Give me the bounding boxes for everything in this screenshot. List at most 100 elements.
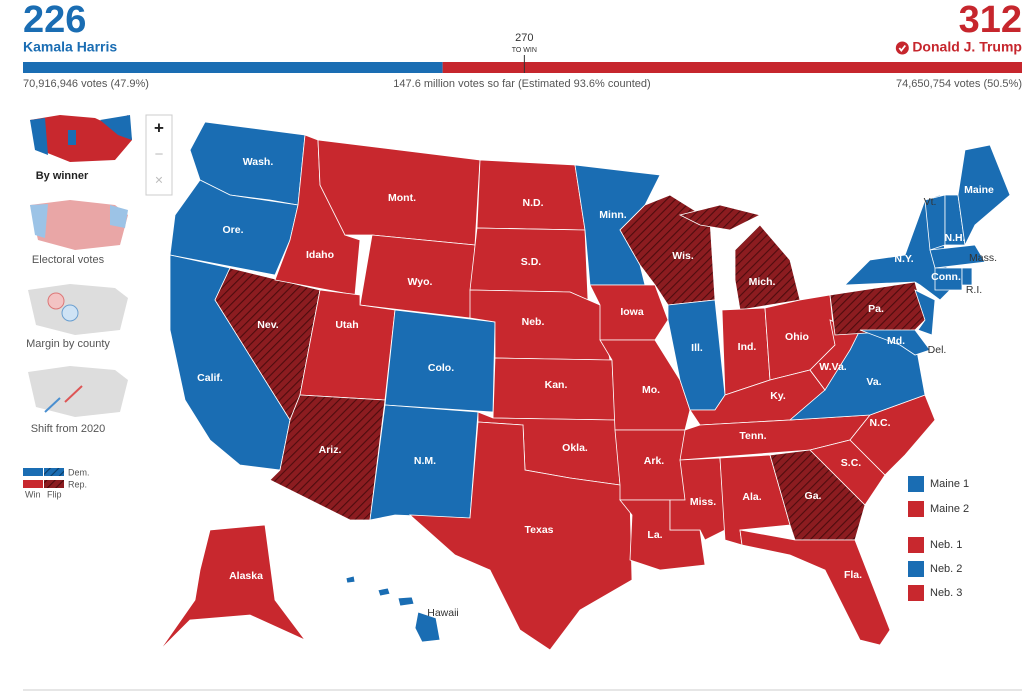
threshold-label: TO WIN	[512, 47, 537, 54]
state-label: Minn.	[599, 209, 626, 221]
trump-name: Donald J. Trump	[912, 39, 1022, 55]
state-label: Ohio	[785, 331, 809, 343]
state-label: Md.	[887, 335, 905, 347]
state-label: Ala.	[742, 491, 761, 503]
state-shape	[269, 394, 386, 521]
state-shape	[957, 144, 1011, 247]
state-label: R.I.	[966, 284, 982, 296]
state-label: Fla.	[844, 569, 862, 581]
state-shape	[934, 267, 963, 291]
state-label: La.	[647, 529, 662, 541]
state-label: Wash.	[243, 156, 274, 168]
district-swatch	[908, 561, 924, 577]
district-swatch	[908, 501, 924, 517]
state-label: Wis.	[672, 250, 694, 262]
harris-votes: 70,916,946 votes (47.9%)	[23, 78, 149, 90]
total-votes: 147.6 million votes so far (Estimated 93…	[393, 78, 650, 90]
zoom-in[interactable]: +	[154, 118, 164, 137]
legend-label: Rep.	[68, 479, 87, 489]
harris-name: Kamala Harris	[23, 39, 117, 55]
state-label: N.M.	[414, 455, 436, 467]
state-label: Kan.	[545, 379, 568, 391]
state-label: Ill.	[691, 342, 703, 354]
state-label: Ore.	[222, 224, 243, 236]
party-legend	[23, 468, 64, 488]
state-label: Neb.	[522, 316, 545, 328]
state-shape	[397, 596, 415, 607]
state-shape	[159, 524, 306, 651]
trump-electoral-votes: 312	[959, 0, 1022, 41]
harris-bar	[23, 62, 443, 73]
state-label: Ind.	[738, 341, 757, 353]
state-label: Ga.	[805, 490, 822, 502]
district-label: Neb. 3	[930, 587, 962, 599]
state-label: N.C.	[870, 417, 891, 429]
state-label: Tenn.	[739, 430, 766, 442]
state-shape	[377, 587, 391, 597]
state-label: Del.	[928, 344, 947, 356]
zoom-box	[145, 114, 173, 196]
state-shape	[734, 224, 801, 311]
state-shape	[169, 179, 299, 276]
state-shape	[829, 281, 926, 336]
state-label: Ky.	[770, 390, 786, 402]
state-label: N.D.	[523, 197, 544, 209]
state-shape	[739, 529, 891, 646]
state-label: Pa.	[868, 303, 884, 315]
state-label: Ariz.	[319, 444, 342, 456]
state-label: Alaska	[229, 570, 263, 582]
legend-label: Flip	[47, 489, 62, 499]
state-label: Iowa	[620, 306, 643, 318]
state-shape	[599, 339, 691, 431]
district-swatch	[908, 537, 924, 553]
state-label: Mo.	[642, 384, 660, 396]
state-shape	[345, 575, 356, 584]
state-label: Hawaii	[427, 607, 459, 619]
state-label: Mass.	[969, 252, 997, 264]
state-labels: Wash. Ore. Calif. Nev. Idaho Mont. Wyo. Utah Ari…	[197, 156, 997, 619]
state-label: N.Y.	[894, 253, 913, 265]
winner-check	[895, 41, 909, 55]
district-label: Maine 1	[930, 478, 969, 490]
zoom-reset[interactable]: ×	[155, 172, 163, 188]
state-label: Okla.	[562, 442, 588, 454]
harris-electoral-votes: 226	[23, 0, 86, 41]
state-shape	[414, 611, 441, 643]
state-shape	[408, 421, 633, 651]
view-label[interactable]: Shift from 2020	[31, 423, 106, 435]
state-label: Conn.	[931, 271, 961, 283]
district-swatch	[908, 476, 924, 492]
view-label[interactable]: Electoral votes	[32, 254, 105, 266]
state-shape	[859, 329, 931, 356]
state-label: S.C.	[841, 457, 862, 469]
trump-votes: 74,650,754 votes (50.5%)	[896, 78, 1022, 90]
view-label[interactable]: Margin by county	[26, 338, 110, 350]
state-shape	[929, 244, 986, 269]
threshold-value: 270	[515, 32, 533, 44]
view-shift-2020[interactable]	[28, 366, 128, 417]
district-swatch	[908, 585, 924, 601]
trump-bar	[442, 62, 1022, 73]
legend-label: Win	[25, 489, 41, 499]
state-shape	[961, 267, 973, 286]
state-label: Vt.	[924, 196, 937, 208]
district-label: Maine 2	[930, 503, 969, 515]
district-label: Neb. 2	[930, 563, 962, 575]
state-label: N.J.	[934, 314, 953, 326]
state-label: N.H.	[945, 232, 966, 244]
view-label[interactable]: By winner	[36, 170, 89, 182]
state-label: Miss.	[690, 496, 716, 508]
zoom-out[interactable]: −	[155, 146, 164, 163]
state-label: S.D.	[521, 256, 542, 268]
view-electoral-votes[interactable]	[30, 200, 128, 250]
state-label: Nev.	[257, 319, 278, 331]
view-margin-county[interactable]	[28, 284, 128, 335]
state-label: Mich.	[749, 276, 776, 288]
state-label: Idaho	[306, 249, 334, 261]
state-label: Utah	[335, 319, 358, 331]
state-label: Calif.	[197, 372, 223, 384]
state-shape	[476, 159, 586, 231]
view-by-winner[interactable]	[25, 110, 133, 168]
state-label: Texas	[525, 524, 554, 536]
